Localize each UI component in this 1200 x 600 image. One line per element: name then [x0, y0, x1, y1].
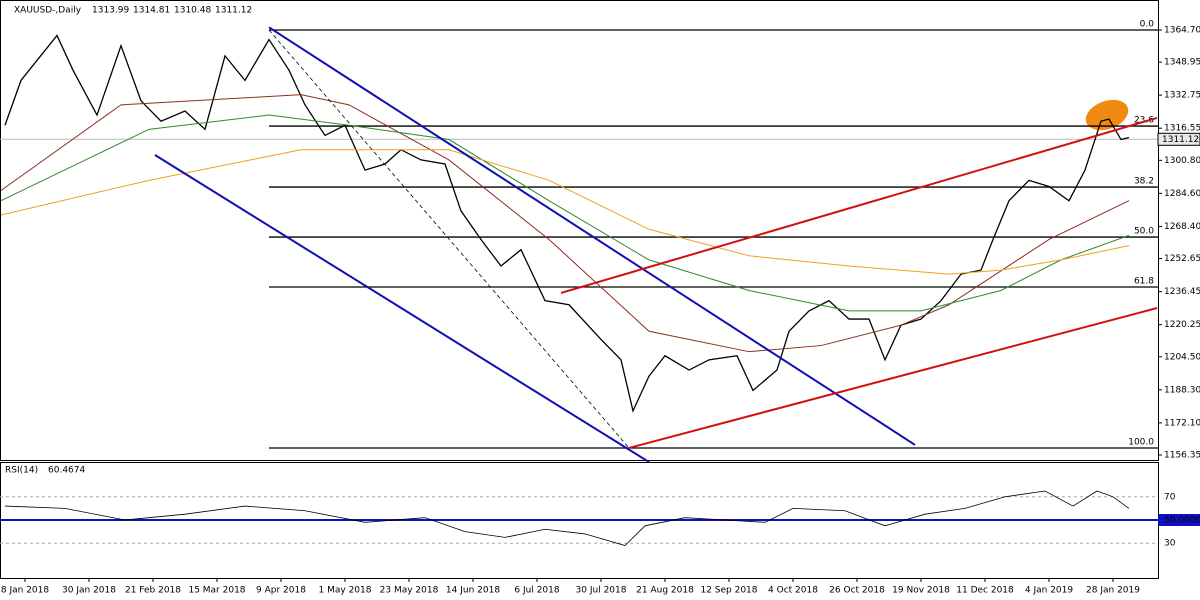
y-tick-label: 1316.55 — [1164, 124, 1200, 134]
rsi-tick-label: 30 — [1164, 539, 1176, 549]
x-tick-label: 1 May 2018 — [319, 586, 372, 596]
moving-average — [0, 149, 1130, 275]
x-tick-label: 19 Nov 2018 — [892, 586, 950, 596]
x-tick-label: 30 Jan 2018 — [62, 586, 116, 596]
y-tick-label: 1364.70 — [1164, 25, 1200, 35]
y-tick-label: 1236.45 — [1164, 287, 1200, 297]
y-tick-label: 1348.95 — [1164, 58, 1200, 68]
y-tick-label: 1188.30 — [1164, 385, 1200, 395]
rsi-last: 60.4674 — [48, 466, 85, 476]
moving-average — [0, 94, 1130, 353]
x-tick-label: 4 Jan 2019 — [1025, 586, 1073, 596]
price-tag — [1157, 132, 1200, 146]
fib-label: 61.8 — [1134, 277, 1154, 287]
highlight — [1085, 99, 1129, 131]
y-tick-label: 1172.10 — [1164, 418, 1200, 428]
low: 1310.48 — [174, 6, 211, 16]
y-tick-label: 1300.80 — [1164, 156, 1200, 166]
x-tick-label: 11 Dec 2018 — [956, 586, 1014, 596]
y-tick-label: 1204.50 — [1164, 352, 1200, 362]
y-tick-label: 1220.25 — [1164, 320, 1200, 330]
x-tick-label: 28 Jan 2019 — [1086, 586, 1140, 596]
fib-label: 0.0 — [1140, 19, 1155, 29]
trendline — [268, 26, 916, 446]
rsi-tag — [1158, 514, 1200, 526]
x-tick-label: 4 Oct 2018 — [768, 586, 818, 596]
open: 1313.99 — [92, 6, 129, 16]
y-tick-label: 1252.65 — [1164, 254, 1200, 264]
x-tick-label: 8 Jan 2018 — [1, 586, 49, 596]
x-tick-label: 26 Oct 2018 — [829, 586, 885, 596]
rsi-tick-label: 50.0000 — [1164, 516, 1200, 526]
rsi-line — [4, 490, 1130, 546]
close: 1311.12 — [215, 6, 252, 16]
fib-label: 50.0 — [1134, 227, 1154, 237]
y-tick-label: 1156.35 — [1164, 451, 1200, 461]
x-tick-label: 12 Sep 2018 — [700, 586, 757, 596]
trendline — [628, 307, 1158, 449]
x-tick-label: 15 Mar 2018 — [188, 586, 245, 596]
moving-average — [0, 114, 1130, 312]
x-tick-label: 21 Aug 2018 — [636, 586, 694, 596]
x-tick-label: 6 Jul 2018 — [514, 586, 559, 596]
x-tick-label: 23 May 2018 — [380, 586, 439, 596]
y-tick-label: 1268.40 — [1164, 222, 1200, 232]
rsi-title: RSI(14) — [5, 466, 38, 476]
trendline — [560, 116, 1158, 294]
fib-label: 100.0 — [1128, 437, 1154, 447]
x-tick-label: 9 Apr 2018 — [256, 586, 306, 596]
x-tick-label: 14 Jun 2018 — [446, 586, 500, 596]
price-tag-label: 1311.12 — [1162, 135, 1199, 145]
fib-label: 38.2 — [1134, 177, 1154, 187]
price-line-series — [4, 34, 1130, 413]
x-tick-label: 30 Jul 2018 — [576, 586, 627, 596]
chart-title: XAUUSD-,Daily — [14, 6, 82, 16]
trendline — [268, 29, 630, 449]
y-tick-label: 1332.75 — [1164, 91, 1200, 101]
x-tick-label: 21 Feb 2018 — [125, 586, 181, 596]
trendline — [154, 154, 650, 463]
y-tick-label: 1284.60 — [1164, 189, 1200, 199]
rsi-tick-label: 70 — [1164, 492, 1176, 502]
high: 1314.81 — [133, 6, 170, 16]
main-panel — [0, 0, 1159, 461]
fib-label: 23.6 — [1134, 116, 1154, 126]
